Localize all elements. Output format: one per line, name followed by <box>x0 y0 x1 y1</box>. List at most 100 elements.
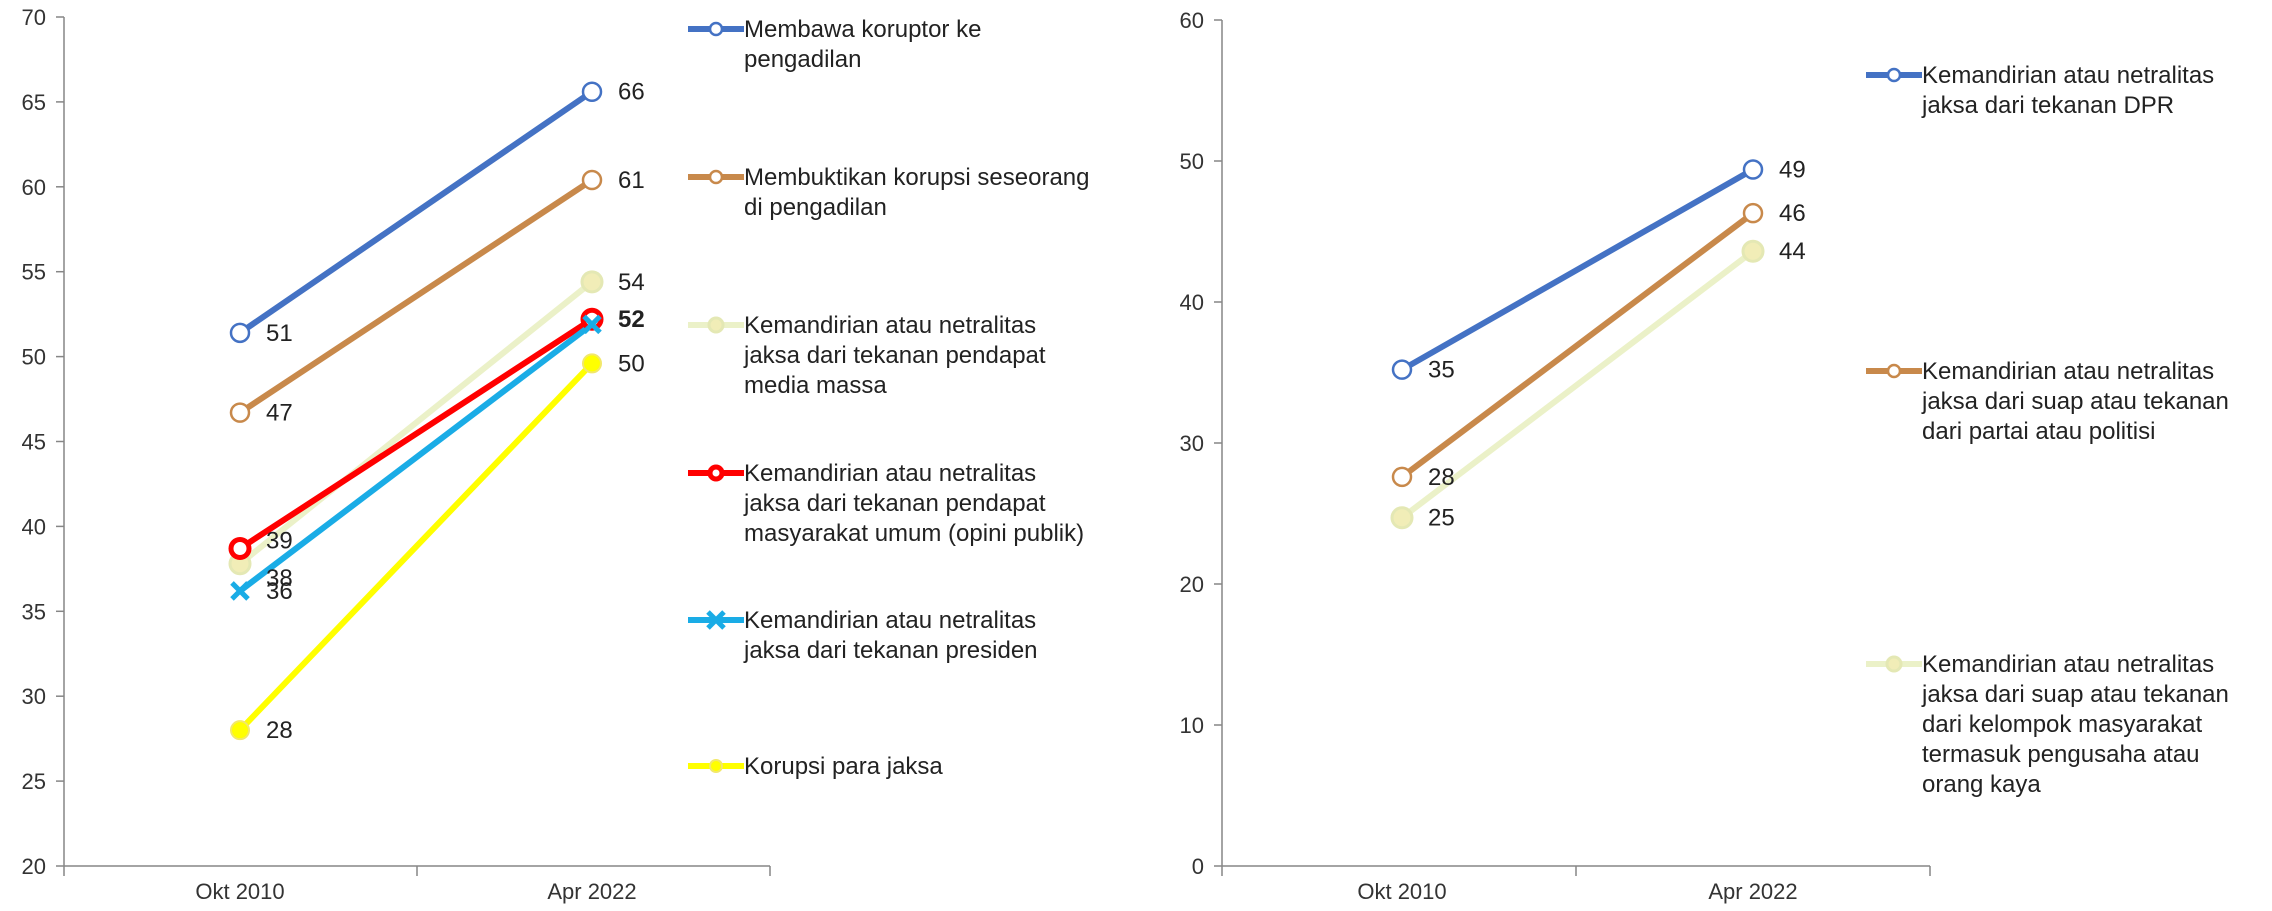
series-line-1 <box>1399 166 1756 373</box>
series-line-1 <box>237 88 595 336</box>
y-tick-label: 30 <box>1180 431 1204 456</box>
data-point-stroke <box>230 581 250 601</box>
series-line-4 <box>237 316 595 552</box>
data-label: 54 <box>618 269 645 296</box>
legend-label: Korupsi para jaksa <box>744 753 943 780</box>
legend-item: Membawa koruptor ke pengadilan <box>688 16 981 73</box>
data-label: 36 <box>266 578 293 605</box>
x-tick-label: Apr 2022 <box>547 879 636 904</box>
legend-label: jaksa dari tekanan DPR <box>1921 92 2174 119</box>
legend-item: Kemandirian atau netralitas jaksa dari te… <box>688 460 1084 547</box>
data-point <box>1391 466 1413 488</box>
legend-label: Membuktikan korupsi seseorang <box>744 164 1090 191</box>
y-tick-label: 20 <box>1180 572 1204 597</box>
y-tick-label: 20 <box>22 854 46 879</box>
series-line-3 <box>1399 248 1756 521</box>
legend-marker <box>709 759 723 773</box>
data-label: 66 <box>618 79 645 106</box>
data-point <box>230 581 250 601</box>
series-line-3 <box>237 278 595 567</box>
legend-marker <box>706 610 726 630</box>
y-tick-label: 50 <box>1180 149 1204 174</box>
data-point-stroke <box>582 314 602 335</box>
legend-item: Kemandirian atau netralitas jaksa dari su… <box>1866 651 2229 798</box>
data-label: 52 <box>618 306 645 333</box>
chart-panel-2: 0 10 20 30 40 50 60 Okt 2010 Apr 2022 35 49 28 46 25 4… <box>1180 8 2229 904</box>
legend-label: masyarakat umum (opini publik) <box>744 520 1084 547</box>
legend-item: Membuktikan korupsi seseorang di pengadil… <box>688 164 1090 221</box>
x-tick-label: Apr 2022 <box>1708 879 1797 904</box>
legend-label: Kemandirian atau netralitas <box>1922 651 2214 678</box>
data-label: 39 <box>266 527 293 554</box>
legend-label: Kemandirian atau netralitas <box>1922 358 2214 385</box>
data-point <box>581 169 603 191</box>
y-tick-label: 45 <box>22 430 46 455</box>
data-point <box>582 314 602 335</box>
data-label: 25 <box>1428 505 1455 532</box>
legend-marker <box>1886 67 1902 83</box>
data-point <box>580 270 604 294</box>
y-tick-label: 70 <box>22 5 46 30</box>
data-point <box>581 81 603 102</box>
data-point <box>582 353 602 374</box>
series-line-5 <box>237 321 595 594</box>
legend-label: Kemandirian atau netralitas <box>1922 62 2214 89</box>
legend-marker <box>707 464 725 482</box>
y-tick-label: 60 <box>1180 8 1204 33</box>
legend-1: Membawa koruptor ke pengadilan Membuktikan… <box>688 16 1090 780</box>
data-point <box>229 402 251 423</box>
legend-marker <box>707 316 725 334</box>
chart-panel-1: 20 25 30 35 40 45 50 55 60 65 70 Okt 2010 Apr 2022 51… <box>22 5 1090 904</box>
data-point <box>1742 202 1764 224</box>
x-tick-label: Okt 2010 <box>195 879 284 904</box>
legend-label: jaksa dari tekanan pendapat <box>743 490 1046 517</box>
legend-label: pengadilan <box>744 46 861 73</box>
legend-item: Kemandirian atau netralitas jaksa dari su… <box>1866 358 2229 445</box>
data-point <box>229 322 251 344</box>
legend-item: Kemandirian atau netralitas jaksa dari te… <box>688 312 1046 399</box>
legend-label: jaksa dari suap atau tekanan <box>1921 681 2229 708</box>
y-tick-label: 55 <box>22 260 46 285</box>
legend-2: Kemandirian atau netralitas jaksa dari te… <box>1866 62 2229 798</box>
legend-label: dari partai atau politisi <box>1922 418 2155 445</box>
x-tick-label: Okt 2010 <box>1357 879 1446 904</box>
y-tick-label: 10 <box>1180 713 1204 738</box>
data-point <box>228 536 252 560</box>
data-label: 50 <box>618 350 645 377</box>
legend-marker-stroke <box>706 610 726 630</box>
legend-label: jaksa dari tekanan presiden <box>743 637 1038 664</box>
legend-label: jaksa dari suap atau tekanan <box>1921 388 2229 415</box>
legend-label: Kemandirian atau netralitas <box>744 312 1036 339</box>
series-line-2 <box>237 177 595 416</box>
y-tick-label: 35 <box>22 599 46 624</box>
y-tick-label: 50 <box>22 345 46 370</box>
legend-item: Korupsi para jaksa <box>688 753 943 780</box>
data-label: 49 <box>1779 156 1806 183</box>
data-point <box>1391 359 1413 380</box>
data-point <box>580 307 604 331</box>
data-label: 47 <box>266 400 293 427</box>
data-label: 38 <box>266 565 293 592</box>
data-label: 46 <box>1779 200 1806 227</box>
y-tick-label: 25 <box>22 769 46 794</box>
legend-item: Kemandirian atau netralitas jaksa dari te… <box>1866 62 2214 119</box>
data-point <box>1741 239 1765 263</box>
data-point <box>230 720 250 741</box>
legend-label: dari kelompok masyarakat <box>1922 711 2202 738</box>
data-label: 51 <box>266 320 293 347</box>
y-tick-label: 0 <box>1192 854 1204 879</box>
y-tick-label: 40 <box>1180 290 1204 315</box>
series-line-2 <box>1399 210 1756 480</box>
y-tick-label: 40 <box>22 514 46 539</box>
data-label: 35 <box>1428 357 1455 384</box>
data-label: 61 <box>618 167 645 194</box>
data-point <box>1390 506 1414 530</box>
y-tick-label: 30 <box>22 684 46 709</box>
legend-marker <box>1886 363 1902 379</box>
data-label: 44 <box>1779 238 1806 265</box>
legend-label: Membawa koruptor ke <box>744 16 981 43</box>
legend-marker <box>1885 655 1903 673</box>
y-tick-label: 60 <box>22 175 46 200</box>
